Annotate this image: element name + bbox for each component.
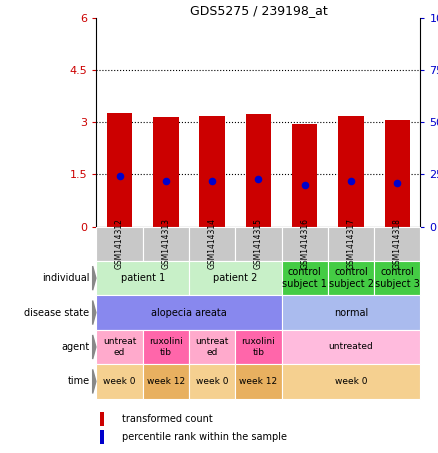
- Text: week 0: week 0: [335, 377, 367, 386]
- Bar: [235, 226, 282, 261]
- Text: transformed count: transformed count: [122, 414, 213, 424]
- Text: ruxolini
tib: ruxolini tib: [149, 337, 183, 357]
- Point: [162, 177, 170, 184]
- Point: [255, 175, 262, 182]
- Text: GSM1414317: GSM1414317: [346, 218, 356, 269]
- Bar: [189, 261, 282, 295]
- Text: ruxolini
tib: ruxolini tib: [241, 337, 276, 357]
- Text: GSM1414316: GSM1414316: [300, 218, 309, 269]
- Bar: [235, 364, 282, 399]
- Bar: [107, 113, 132, 226]
- Bar: [96, 295, 282, 330]
- Bar: [282, 261, 328, 295]
- Text: GSM1414314: GSM1414314: [208, 218, 217, 269]
- Bar: [143, 330, 189, 364]
- Text: GSM1414315: GSM1414315: [254, 218, 263, 269]
- Bar: [96, 364, 143, 399]
- Polygon shape: [93, 300, 96, 325]
- Text: untreated: untreated: [328, 342, 374, 352]
- Text: week 0: week 0: [103, 377, 136, 386]
- Polygon shape: [93, 335, 96, 359]
- Bar: [374, 261, 420, 295]
- Bar: [96, 226, 143, 261]
- Text: patient 2: patient 2: [213, 273, 258, 283]
- Text: patient 1: patient 1: [120, 273, 165, 283]
- Text: week 0: week 0: [196, 377, 228, 386]
- Polygon shape: [93, 369, 96, 394]
- Bar: [338, 116, 364, 226]
- Point: [347, 177, 354, 184]
- Point: [301, 181, 308, 188]
- Point: [394, 179, 401, 186]
- Text: normal: normal: [334, 308, 368, 318]
- Bar: [189, 226, 235, 261]
- Bar: [99, 430, 104, 444]
- Text: untreat
ed: untreat ed: [195, 337, 229, 357]
- Text: GSM1414312: GSM1414312: [115, 218, 124, 269]
- Bar: [385, 120, 410, 226]
- Text: percentile rank within the sample: percentile rank within the sample: [122, 433, 287, 443]
- Bar: [328, 226, 374, 261]
- Bar: [189, 364, 235, 399]
- Text: time: time: [67, 376, 89, 386]
- Text: control
subject 1: control subject 1: [282, 267, 327, 289]
- Text: week 12: week 12: [147, 377, 185, 386]
- Bar: [199, 116, 225, 226]
- Text: week 12: week 12: [239, 377, 278, 386]
- Text: alopecia areata: alopecia areata: [151, 308, 227, 318]
- Point: [208, 177, 215, 184]
- Bar: [143, 226, 189, 261]
- Text: individual: individual: [42, 273, 89, 283]
- Bar: [189, 330, 235, 364]
- Title: GDS5275 / 239198_at: GDS5275 / 239198_at: [190, 4, 327, 17]
- Bar: [246, 114, 271, 226]
- Bar: [282, 364, 420, 399]
- Polygon shape: [93, 266, 96, 290]
- Bar: [153, 117, 179, 226]
- Bar: [96, 261, 189, 295]
- Text: GSM1414313: GSM1414313: [161, 218, 170, 269]
- Text: GSM1414318: GSM1414318: [393, 218, 402, 269]
- Point: [116, 173, 123, 180]
- Bar: [374, 226, 420, 261]
- Text: control
subject 2: control subject 2: [328, 267, 374, 289]
- Text: disease state: disease state: [24, 308, 89, 318]
- Bar: [328, 261, 374, 295]
- Text: agent: agent: [61, 342, 89, 352]
- Bar: [282, 295, 420, 330]
- Bar: [282, 330, 420, 364]
- Text: control
subject 3: control subject 3: [375, 267, 420, 289]
- Bar: [282, 226, 328, 261]
- Bar: [292, 124, 318, 226]
- Bar: [235, 330, 282, 364]
- Bar: [99, 412, 104, 426]
- Text: untreat
ed: untreat ed: [103, 337, 136, 357]
- Bar: [143, 364, 189, 399]
- Bar: [96, 330, 143, 364]
